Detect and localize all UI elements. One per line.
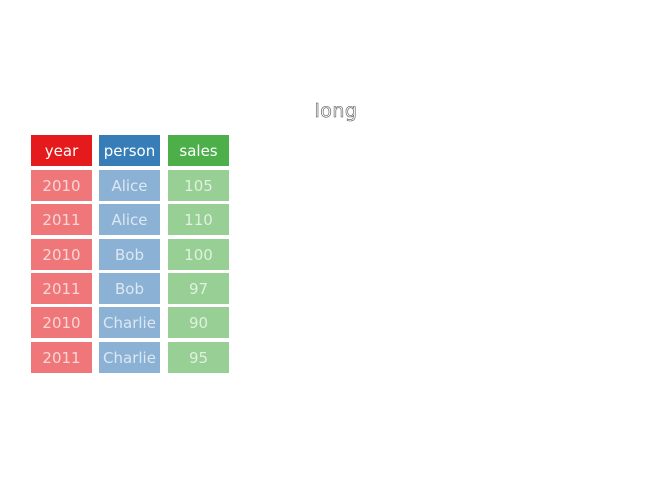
table-cell-year: 2010 [31, 170, 92, 201]
table-cell-year: 2011 [31, 273, 92, 304]
table-cell-person: Alice [99, 204, 160, 235]
table-cell-person: Charlie [99, 342, 160, 373]
table-cell-sales: 100 [168, 239, 229, 270]
diagram-title: long [314, 100, 358, 123]
header-cell-person: person [99, 135, 160, 166]
table-cell-person: Alice [99, 170, 160, 201]
table-cell-sales: 97 [168, 273, 229, 304]
table-cell-person: Bob [99, 239, 160, 270]
table-cell-year: 2010 [31, 239, 92, 270]
table-cell-sales: 95 [168, 342, 229, 373]
table-cell-sales: 90 [168, 307, 229, 338]
table-cell-person: Bob [99, 273, 160, 304]
table-cell-person: Charlie [99, 307, 160, 338]
table-cell-year: 2010 [31, 307, 92, 338]
header-cell-sales: sales [168, 135, 229, 166]
table-cell-year: 2011 [31, 342, 92, 373]
table-cell-sales: 110 [168, 204, 229, 235]
table-cell-year: 2011 [31, 204, 92, 235]
table-cell-sales: 105 [168, 170, 229, 201]
header-cell-year: year [31, 135, 92, 166]
